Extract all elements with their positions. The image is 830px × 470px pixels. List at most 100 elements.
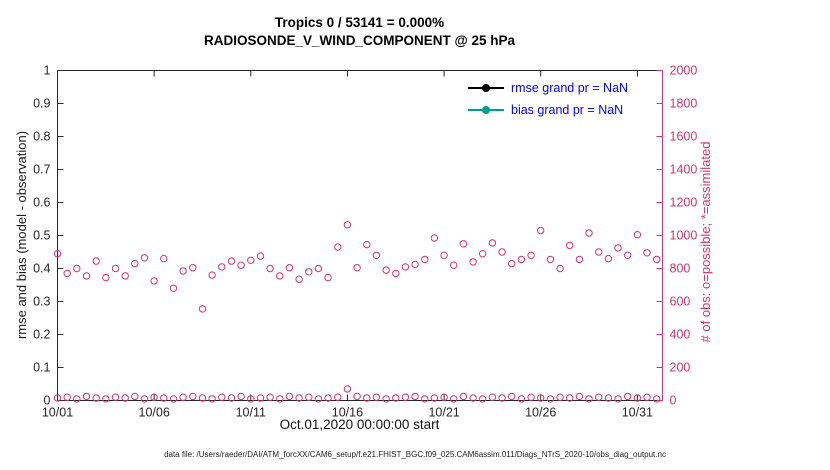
data-point-possible-obs	[459, 240, 468, 248]
data-point-possible-obs	[53, 250, 62, 258]
data-point-assimilated-obs	[305, 393, 313, 401]
legend-label-bias: bias grand pr = NaN	[511, 103, 624, 117]
data-point-possible-obs	[324, 273, 332, 282]
data-point-assimilated-obs	[121, 394, 129, 402]
data-point-assimilated-obs	[382, 395, 390, 403]
right-y-tick-label: 1400	[670, 163, 698, 177]
left-y-tick-label: 0	[44, 394, 51, 408]
plot-title-stats: Tropics 0 / 53141 = 0.000%	[274, 15, 445, 30]
data-point-assimilated-obs	[401, 393, 410, 401]
right-y-tick-label: 400	[670, 328, 691, 342]
data-point-possible-obs	[140, 254, 149, 262]
data-point-assimilated-obs	[411, 392, 419, 401]
right-y-tick-label: 1200	[670, 196, 698, 210]
data-point-possible-obs	[363, 240, 371, 249]
data-point-possible-obs	[372, 251, 381, 260]
data-point-assimilated-obs	[624, 392, 632, 401]
data-point-possible-obs	[595, 248, 603, 256]
data-point-possible-obs	[575, 255, 584, 264]
right-y-tick-label: 200	[670, 361, 691, 375]
data-point-assimilated-obs	[334, 393, 342, 401]
x-axis-label: Oct.01,2020 00:00:00 start	[279, 417, 440, 432]
data-point-assimilated-obs	[392, 394, 400, 402]
data-point-possible-obs	[305, 268, 313, 276]
data-point-assimilated-obs	[169, 395, 178, 403]
data-point-assimilated-obs	[218, 393, 226, 401]
left-y-tick-label: 0.7	[33, 163, 50, 177]
data-point-assimilated-obs	[469, 394, 477, 402]
data-point-possible-obs	[169, 284, 178, 292]
right-y-tick-label: 1600	[670, 130, 698, 144]
data-point-assimilated-obs	[363, 394, 371, 402]
data-point-possible-obs	[508, 259, 516, 268]
data-point-assimilated-obs	[575, 392, 584, 401]
data-point-assimilated-obs	[324, 394, 332, 402]
data-point-assimilated-obs	[566, 394, 574, 402]
data-point-possible-obs	[430, 234, 439, 242]
data-point-assimilated-obs	[276, 395, 284, 403]
data-point-possible-obs	[401, 263, 410, 271]
data-point-assimilated-obs	[247, 395, 255, 403]
data-point-possible-obs	[237, 261, 245, 269]
data-point-assimilated-obs	[102, 395, 110, 403]
data-point-possible-obs	[604, 254, 613, 263]
data-point-assimilated-obs	[73, 395, 81, 403]
data-point-assimilated-obs	[256, 394, 265, 402]
data-point-assimilated-obs	[140, 395, 149, 403]
data-point-possible-obs	[276, 272, 284, 280]
data-point-possible-obs	[285, 264, 294, 272]
left-y-tick-label: 0.4	[33, 262, 50, 276]
data-point-possible-obs	[160, 254, 168, 263]
data-point-possible-obs	[546, 255, 555, 264]
right-axis-label: # of obs: o=possible; *=assimilated	[698, 141, 713, 343]
data-point-assimilated-obs	[237, 392, 245, 401]
x-tick-label: 10/11	[236, 406, 266, 420]
data-point-assimilated-obs	[440, 393, 448, 401]
data-point-assimilated-obs	[198, 394, 207, 402]
data-point-possible-obs	[218, 263, 226, 271]
data-point-assimilated-obs	[131, 392, 139, 401]
data-point-possible-obs	[256, 252, 265, 260]
data-point-assimilated-obs	[179, 393, 187, 401]
data-point-assimilated-obs	[208, 395, 216, 403]
data-point-assimilated-obs	[585, 395, 593, 403]
left-y-tick-label: 0.9	[33, 97, 50, 111]
rmse-line-dot-icon	[468, 84, 504, 93]
data-point-assimilated-obs	[537, 394, 545, 402]
data-point-assimilated-obs	[189, 392, 197, 401]
data-point-possible-obs	[585, 229, 593, 237]
data-point-assimilated-obs	[450, 395, 458, 403]
data-point-possible-obs	[198, 305, 207, 313]
data-point-possible-obs	[102, 273, 110, 282]
data-point-possible-obs	[131, 259, 139, 268]
left-y-tick-label: 0.3	[33, 295, 50, 309]
data-point-assimilated-obs	[82, 392, 91, 401]
data-point-possible-obs	[247, 256, 255, 264]
data-point-assimilated-obs	[314, 395, 323, 403]
data-point-possible-obs	[111, 264, 120, 273]
data-point-assimilated-obs	[372, 393, 381, 401]
data-point-possible-obs	[189, 264, 197, 272]
data-point-assimilated-obs	[517, 395, 526, 403]
data-point-possible-obs	[73, 264, 81, 273]
data-point-possible-obs	[334, 243, 342, 251]
data-point-possible-obs	[411, 260, 419, 269]
data-point-assimilated-obs	[285, 392, 294, 401]
data-point-assimilated-obs	[160, 394, 168, 402]
data-point-possible-obs	[527, 251, 535, 260]
legend-item-bias: bias grand pr = NaN	[468, 99, 628, 121]
data-point-possible-obs	[488, 239, 497, 247]
legend-item-rmse: rmse grand pr = NaN	[468, 77, 628, 99]
right-y-tick-label: 0	[670, 394, 677, 408]
data-point-assimilated-obs	[633, 394, 642, 402]
data-point-possible-obs	[498, 248, 506, 256]
left-y-tick-label: 0.2	[33, 328, 50, 342]
data-point-assimilated-obs	[92, 394, 100, 402]
data-point-assimilated-obs	[353, 392, 361, 401]
data-point-possible-obs	[556, 264, 564, 273]
data-point-possible-obs	[392, 269, 400, 278]
data-point-possible-obs	[517, 255, 526, 264]
data-point-possible-obs	[624, 251, 632, 260]
plot-title-variable: RADIOSONDE_V_WIND_COMPONENT @ 25 hPa	[204, 33, 515, 48]
